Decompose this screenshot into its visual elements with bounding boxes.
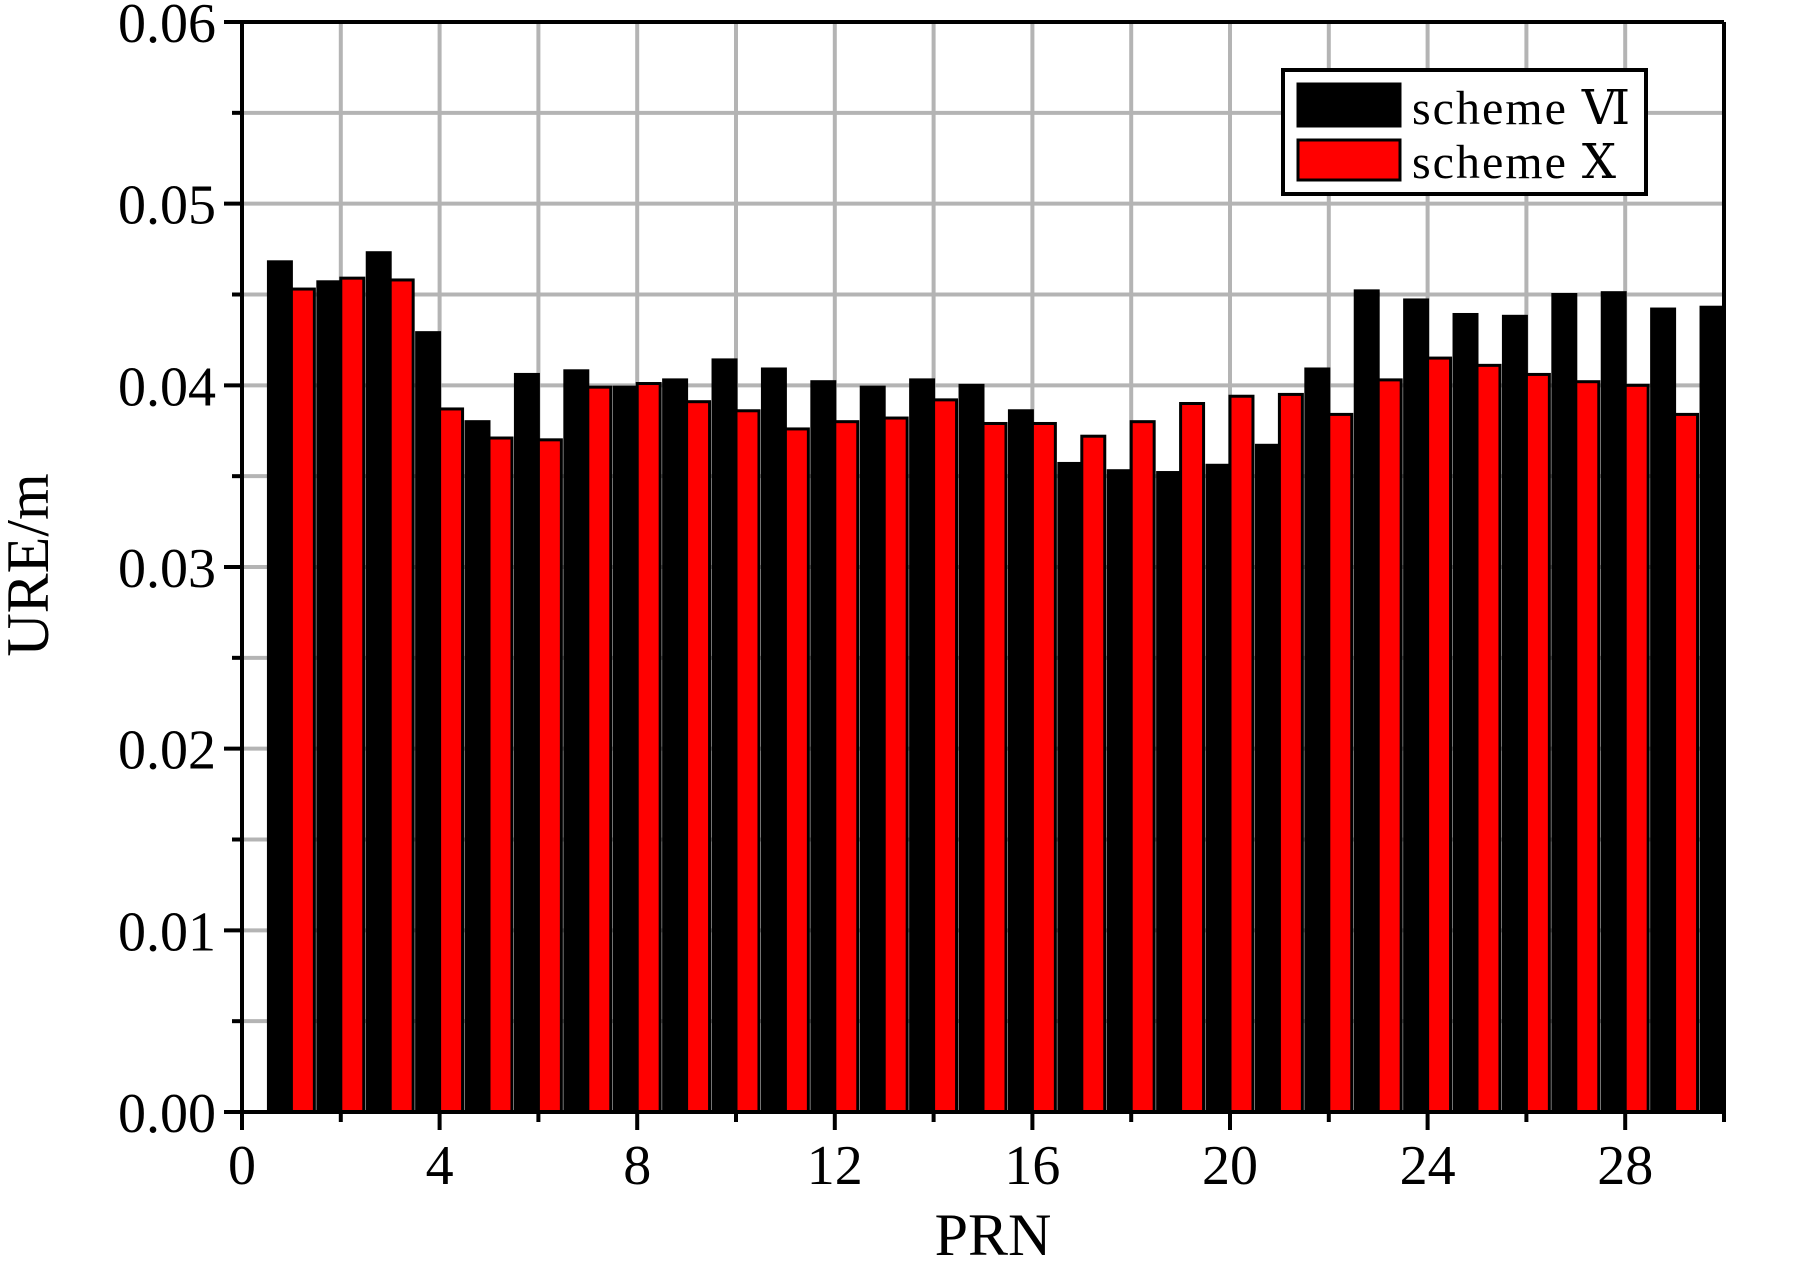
x-tick-label: 4 — [426, 1135, 454, 1197]
x-tick-label: 12 — [807, 1135, 863, 1197]
bar-scheme-x — [1129, 420, 1156, 1114]
bars — [266, 251, 1726, 1114]
bar-scheme-vi — [415, 331, 442, 1114]
y-tick-label: 0.05 — [118, 175, 216, 237]
x-tick-label: 20 — [1202, 1135, 1258, 1197]
tick-labels: 0 4 8 12 16 20 24 28 0.00 0.01 0.02 0.03 0.04 0.05 0.0… — [118, 0, 1653, 1197]
x-axis-label: PRN — [935, 1202, 1052, 1268]
y-tick-label: 0.06 — [118, 0, 216, 55]
bar-scheme-x — [289, 287, 316, 1114]
bar-scheme-x — [1426, 356, 1453, 1114]
bar-scheme-x — [1673, 412, 1700, 1114]
bar-scheme-vi — [1699, 305, 1726, 1114]
bar-scheme-vi — [1501, 314, 1528, 1114]
y-tick-label: 0.03 — [118, 538, 216, 600]
bar-scheme-vi — [1304, 367, 1331, 1114]
x-tick-label: 8 — [623, 1135, 651, 1197]
y-tick-label: 0.01 — [118, 901, 216, 963]
bar-scheme-x — [438, 407, 465, 1114]
bar-scheme-vi — [266, 260, 293, 1114]
y-axis-label: URE/m — [0, 473, 61, 656]
bar-scheme-x — [783, 427, 810, 1114]
bar-scheme-vi — [1600, 291, 1627, 1114]
bar-scheme-x — [685, 400, 712, 1114]
bar-scheme-x — [981, 421, 1008, 1114]
bar-scheme-x — [1524, 372, 1551, 1114]
x-tick-label: 16 — [1004, 1135, 1060, 1197]
bar-scheme-x — [1080, 434, 1107, 1114]
bar-scheme-vi — [1650, 307, 1677, 1114]
bar-scheme-vi — [1452, 312, 1479, 1114]
bar-scheme-x — [1376, 378, 1403, 1114]
bar-scheme-vi — [563, 369, 590, 1114]
bar-scheme-x — [487, 436, 514, 1114]
bar-scheme-x — [635, 382, 662, 1114]
legend-swatch-scheme-x — [1296, 138, 1402, 182]
bar-scheme-vi — [612, 385, 639, 1114]
bar-scheme-x — [1475, 363, 1502, 1114]
bar-scheme-vi — [1057, 461, 1084, 1114]
legend: scheme Ⅵ scheme Ⅹ — [1281, 68, 1648, 196]
bar-scheme-x — [339, 276, 366, 1114]
x-tick-label: 0 — [228, 1135, 256, 1197]
bar-scheme-x — [388, 278, 415, 1114]
y-tick-label: 0.00 — [118, 1083, 216, 1145]
bar-scheme-vi — [1551, 293, 1578, 1114]
bar-scheme-vi — [711, 358, 738, 1114]
bar-scheme-x — [1574, 380, 1601, 1114]
bar-scheme-vi — [662, 378, 689, 1114]
bar-scheme-vi — [760, 367, 787, 1114]
bar-scheme-vi — [859, 385, 886, 1114]
legend-swatch-scheme-vi — [1296, 82, 1402, 128]
bar-scheme-vi — [513, 372, 540, 1114]
legend-label-scheme-vi: scheme Ⅵ — [1412, 82, 1632, 135]
bar-scheme-x — [1277, 392, 1304, 1114]
bar-scheme-x — [1179, 402, 1206, 1114]
bar-scheme-x — [833, 420, 860, 1114]
bar-scheme-x — [1623, 383, 1650, 1114]
bar-scheme-vi — [1007, 409, 1034, 1114]
bar-scheme-vi — [1254, 443, 1281, 1114]
bar-scheme-vi — [1106, 469, 1133, 1114]
y-tick-label: 0.02 — [118, 720, 216, 782]
bar-scheme-x — [882, 416, 909, 1114]
bar-scheme-vi — [958, 383, 985, 1114]
legend-label-scheme-x: scheme Ⅹ — [1412, 136, 1618, 189]
bar-scheme-x — [586, 385, 613, 1114]
bar-scheme-vi — [909, 378, 936, 1114]
bar-scheme-vi — [1205, 463, 1232, 1114]
bar-scheme-vi — [1403, 298, 1430, 1114]
bar-scheme-x — [1030, 421, 1057, 1114]
bar-scheme-vi — [810, 380, 837, 1114]
y-tick-label: 0.04 — [118, 356, 216, 418]
bar-scheme-x — [1228, 394, 1255, 1114]
bar-scheme-x — [932, 398, 959, 1114]
x-tick-label: 24 — [1400, 1135, 1456, 1197]
bar-scheme-x — [1327, 412, 1354, 1114]
x-tick-label: 28 — [1597, 1135, 1653, 1197]
ticks — [224, 20, 1726, 1130]
bar-scheme-vi — [316, 280, 343, 1114]
bar-scheme-vi — [1156, 471, 1183, 1114]
bar-scheme-vi — [365, 251, 392, 1114]
bar-scheme-x — [734, 409, 761, 1114]
bar-scheme-vi — [1353, 289, 1380, 1114]
bar-scheme-vi — [464, 420, 491, 1114]
bar-scheme-x — [536, 438, 563, 1114]
